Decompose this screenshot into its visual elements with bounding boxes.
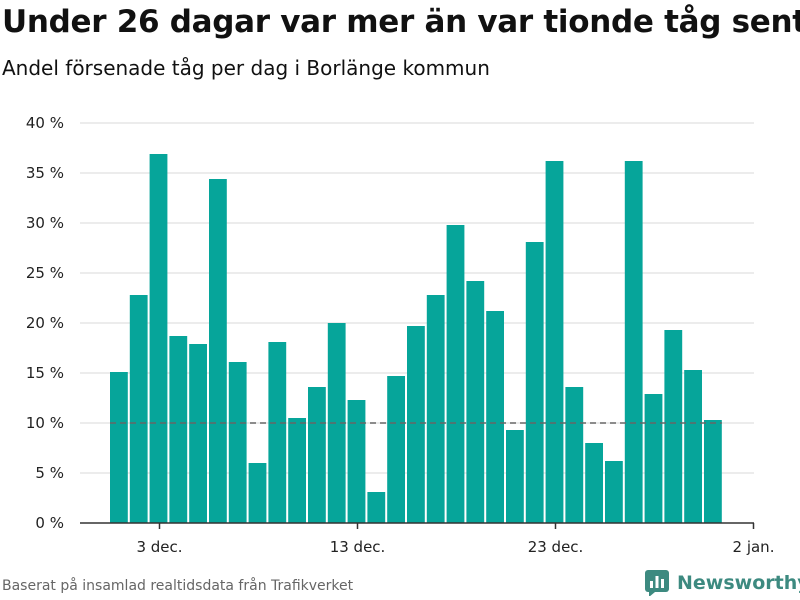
x-tick-label: 13 dec. [330,538,386,556]
y-tick-label: 35 % [26,164,64,182]
y-tick-label: 15 % [26,364,64,382]
bars [110,154,722,523]
bar-chart-logo-icon [645,570,669,596]
x-tick-label: 3 dec. [136,538,182,556]
bar [644,394,663,523]
bar [565,387,584,523]
y-tick-label: 40 % [26,114,64,132]
brand-name: Newsworthy [677,572,800,594]
y-tick-label: 30 % [26,214,64,232]
bar [585,443,603,523]
bar [268,342,287,523]
bar [486,311,504,523]
bar [704,420,722,523]
bar [169,336,188,523]
chart-subtitle: Andel försenade tåg per dag i Borlänge k… [2,56,490,80]
bar [327,323,346,523]
bar [228,362,247,523]
bar [624,161,643,523]
bar [407,326,425,523]
bar [308,387,326,523]
chart-title: Under 26 dagar var mer än var tionde tåg… [2,4,800,40]
x-tick-label: 2 jan. [733,538,775,556]
bar [426,295,445,523]
y-tick-label: 25 % [26,264,64,282]
bar [149,154,168,523]
bar [129,295,148,523]
bar [209,179,227,523]
y-axis-tick-labels: 0 % 5 % 10 % 15 % 20 % 25 % 30 % 35 % 40 % [26,114,64,532]
bar [446,225,465,523]
brand-logo: Newsworthy [645,570,800,596]
x-tick-label: 23 dec. [528,538,584,556]
y-tick-label: 10 % [26,414,64,432]
bar [605,461,623,523]
bar [664,330,683,523]
y-tick-label: 5 % [35,464,64,482]
bar [684,370,702,523]
y-tick-label: 20 % [26,314,64,332]
bar [189,344,207,523]
bar [110,372,128,523]
y-tick-label: 0 % [35,514,64,532]
bar [545,161,564,523]
bar [466,281,485,523]
bar [525,242,544,523]
bar [387,376,405,523]
bar [347,400,366,523]
x-axis: 3 dec. 13 dec. 23 dec. 2 jan. [80,522,775,556]
source-note: Baserat på insamlad realtidsdata från Tr… [2,578,354,594]
bar [506,430,524,523]
bar [288,418,306,523]
bar [248,463,267,523]
bar [367,492,386,523]
